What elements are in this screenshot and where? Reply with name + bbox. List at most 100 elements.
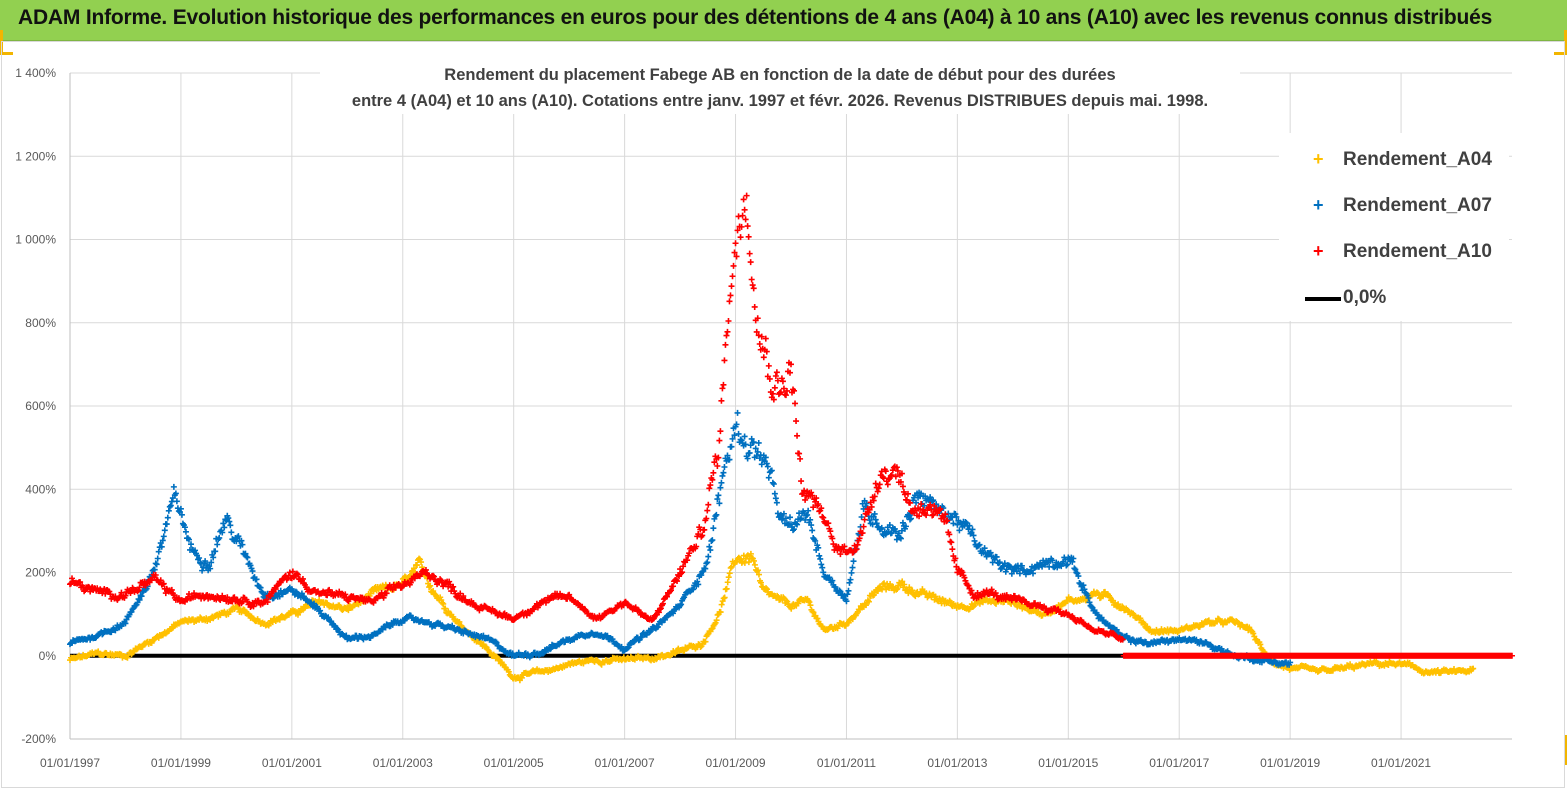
point-a07: [317, 607, 324, 614]
point-a07: [1064, 561, 1071, 568]
point-a10: [1509, 652, 1515, 659]
point-a07: [764, 463, 771, 470]
point-a10: [773, 369, 780, 376]
point-a07: [1070, 555, 1077, 562]
point-a10: [779, 378, 786, 385]
point-a10: [726, 298, 733, 305]
point-a04: [727, 564, 734, 571]
point-a10: [705, 501, 712, 508]
point-a07: [705, 553, 712, 560]
point-a07: [794, 521, 801, 528]
x-tick-label: 01/01/2015: [1038, 756, 1098, 770]
point-a07: [167, 502, 174, 509]
point-a04: [733, 558, 740, 565]
point-a07: [1063, 562, 1070, 569]
point-a07: [238, 537, 245, 544]
point-a10: [157, 577, 164, 584]
y-tick-label: 200%: [25, 566, 56, 580]
point-a07: [1018, 562, 1025, 569]
point-a10: [566, 591, 573, 598]
point-a07: [963, 519, 970, 526]
point-a10: [370, 599, 377, 606]
point-a10: [993, 592, 1000, 599]
point-a10: [431, 573, 438, 580]
point-a07: [192, 547, 199, 554]
point-a04: [697, 644, 704, 651]
point-a10: [988, 586, 995, 593]
point-a04: [947, 599, 954, 606]
point-a07: [1069, 558, 1076, 565]
point-a10: [666, 588, 673, 595]
point-a10: [523, 612, 530, 619]
point-a07: [166, 503, 173, 510]
point-a10: [168, 586, 175, 593]
point-a04: [276, 616, 283, 623]
y-tick-label: 0%: [39, 649, 57, 663]
point-a10: [753, 328, 760, 335]
point-a07: [735, 430, 742, 437]
data-points: [67, 192, 1515, 684]
point-a10: [722, 341, 729, 348]
point-a07: [788, 521, 794, 528]
point-a10: [443, 579, 450, 586]
point-a07: [798, 515, 805, 522]
point-a10: [380, 594, 387, 601]
legend-label-a04: Rendement_A04: [1343, 149, 1492, 170]
point-a07: [829, 577, 836, 584]
point-a10: [813, 495, 820, 502]
point-a10: [871, 493, 878, 500]
y-tick-label: -200%: [21, 732, 56, 746]
point-a07: [873, 520, 880, 527]
point-a07: [1088, 603, 1095, 610]
point-a04: [754, 567, 761, 574]
point-a10: [701, 526, 708, 533]
point-a04: [845, 619, 852, 626]
point-a07: [897, 535, 904, 542]
point-a10: [703, 515, 710, 522]
point-a10: [699, 532, 706, 539]
x-tick-label: 01/01/2003: [373, 756, 433, 770]
plus-icon: +: [1313, 195, 1324, 215]
point-a10: [940, 514, 947, 521]
point-a07: [777, 511, 784, 518]
point-a07: [969, 526, 976, 533]
legend-label-zero: 0,0%: [1343, 287, 1387, 308]
point-a10: [783, 387, 790, 394]
point-a07: [817, 555, 824, 562]
point-a10: [663, 593, 670, 600]
point-a07: [630, 639, 637, 646]
point-a10: [961, 574, 968, 581]
point-a07: [298, 590, 305, 597]
y-tick-label: 1 000%: [15, 233, 56, 247]
corner-mark-top-right: [1554, 30, 1567, 55]
point-a07: [164, 514, 171, 521]
point-a07: [188, 541, 195, 548]
point-a04: [1115, 601, 1122, 608]
point-a07: [638, 633, 645, 640]
point-a07: [247, 562, 254, 569]
point-a10: [719, 385, 726, 392]
point-a04: [979, 599, 986, 606]
point-a04: [345, 607, 352, 614]
point-a07: [243, 553, 250, 560]
point-a07: [809, 527, 816, 534]
point-a10: [668, 587, 675, 594]
x-tick-label: 01/01/2019: [1260, 756, 1320, 770]
point-a07: [210, 554, 217, 561]
point-a10: [870, 497, 877, 504]
point-a07: [604, 632, 611, 639]
point-a04: [807, 602, 814, 609]
point-a07: [123, 616, 130, 623]
x-tick-label: 01/01/2013: [927, 756, 987, 770]
point-a07: [1075, 573, 1082, 580]
point-a10: [294, 571, 301, 578]
point-a10: [720, 381, 727, 388]
point-a10: [876, 481, 883, 488]
point-a07: [163, 521, 170, 528]
x-tick-label: 01/01/2005: [484, 756, 544, 770]
point-a04: [887, 581, 894, 588]
point-a10: [730, 262, 737, 269]
point-a04: [856, 606, 863, 613]
point-a10: [899, 483, 906, 490]
point-a07: [208, 559, 215, 566]
